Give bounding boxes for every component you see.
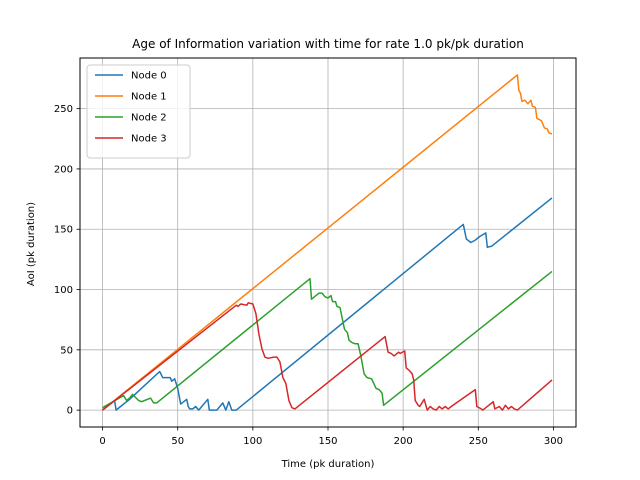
x-axis-label: Time (pk duration) <box>281 459 375 470</box>
legend-label-node-3: Node 3 <box>131 134 167 145</box>
legend: Node 0 Node 1 Node 2 Node 3 <box>86 64 191 159</box>
grid <box>80 58 576 427</box>
x-tick-label: 250 <box>469 436 488 447</box>
y-tick-label: 250 <box>54 104 73 115</box>
legend-label-node-1: Node 1 <box>131 92 167 103</box>
series-layer <box>102 74 553 411</box>
y-tick-label: 150 <box>54 225 73 236</box>
series-line-node-0 <box>102 197 553 411</box>
legend-label-node-0: Node 0 <box>131 71 167 82</box>
series-line-node-1 <box>102 74 553 411</box>
x-tick-label: 0 <box>99 436 105 447</box>
y-tick-label: 50 <box>60 345 73 356</box>
x-tick-label: 150 <box>318 436 337 447</box>
y-axis-label: AoI (pk duration) <box>26 202 37 286</box>
x-tick-label: 50 <box>171 436 184 447</box>
x-tick-label: 100 <box>243 436 262 447</box>
series-line-node-2 <box>102 270 553 409</box>
legend-box <box>86 64 191 159</box>
series-line-node-3 <box>102 302 553 411</box>
chart-title: Age of Information variation with time f… <box>132 37 524 51</box>
x-tick-label: 300 <box>544 436 563 447</box>
ticks: 0 50 100 150 200 250 300 0 50 100 150 200 250 <box>54 104 563 447</box>
y-tick-label: 200 <box>54 164 73 175</box>
legend-label-node-2: Node 2 <box>131 113 167 124</box>
x-tick-label: 200 <box>394 436 413 447</box>
y-tick-label: 100 <box>54 285 73 296</box>
y-tick-label: 0 <box>67 406 73 417</box>
